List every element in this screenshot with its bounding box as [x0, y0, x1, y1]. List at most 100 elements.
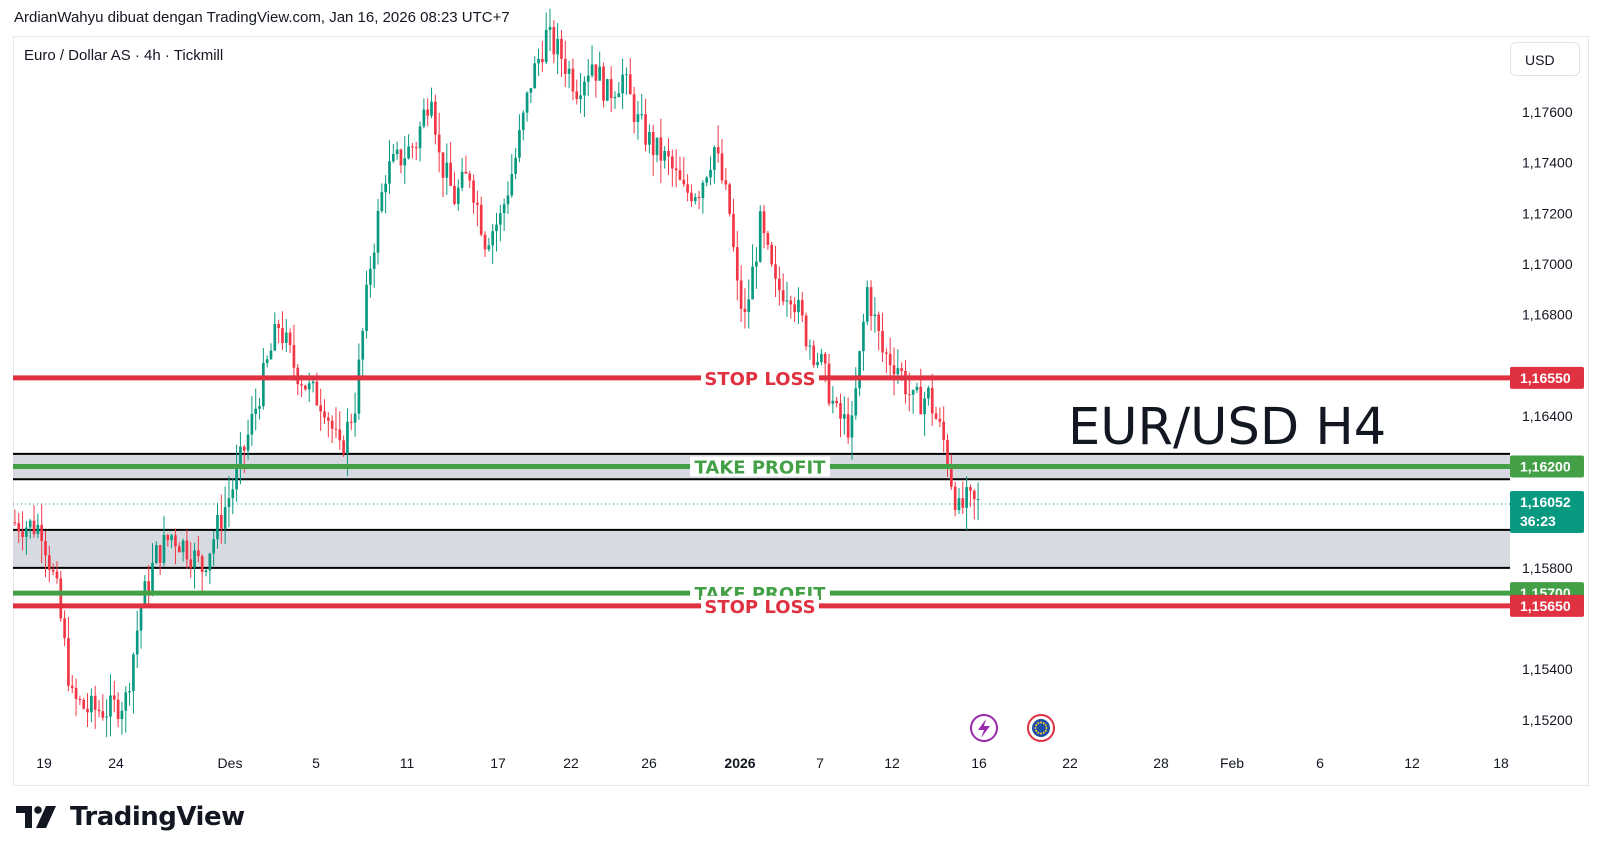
candle: [518, 114, 521, 163]
tradingview-logo[interactable]: TradingView: [16, 802, 245, 832]
candle: [47, 545, 51, 583]
candle-body: [778, 278, 781, 291]
candle-body: [930, 387, 934, 414]
candle: [235, 444, 238, 502]
candle: [965, 476, 968, 531]
time-tick: 16: [971, 755, 987, 771]
candle: [758, 205, 762, 263]
candle: [667, 138, 670, 176]
candle-body: [63, 618, 66, 639]
candle-body: [185, 540, 189, 560]
candle-body: [923, 398, 926, 415]
candle-body: [365, 284, 368, 331]
lightning-event-icon[interactable]: [970, 714, 998, 742]
candle-body: [456, 187, 460, 204]
candle: [747, 279, 751, 329]
candle: [181, 538, 185, 562]
candle: [330, 415, 334, 444]
candle: [495, 212, 498, 252]
candle: [437, 112, 441, 173]
candle-body: [972, 490, 976, 500]
candle-body: [151, 562, 154, 592]
candle-body: [953, 486, 957, 511]
eu-flag-event-icon[interactable]: [1027, 714, 1055, 742]
candle-body: [97, 709, 101, 712]
candle: [632, 86, 636, 134]
candle: [25, 521, 28, 555]
candle-body: [74, 687, 78, 699]
currency-selector[interactable]: USD: [1510, 42, 1580, 76]
candle: [174, 528, 177, 565]
candle: [434, 94, 437, 145]
candle: [724, 168, 728, 191]
candle-body: [319, 405, 323, 412]
candle-body: [521, 112, 525, 131]
candle: [78, 695, 82, 706]
candle: [625, 67, 628, 95]
candle: [227, 476, 231, 528]
candle-body: [246, 434, 250, 451]
candle: [862, 313, 865, 371]
candle-body: [479, 204, 483, 235]
candle: [686, 174, 689, 202]
candle: [51, 563, 55, 576]
candle: [304, 384, 307, 391]
candle-body: [594, 64, 598, 81]
candle-body: [223, 507, 227, 529]
candle-body: [774, 264, 777, 279]
candle: [74, 678, 78, 717]
candle-body: [326, 417, 330, 421]
candle: [158, 544, 162, 576]
time-tick: 24: [108, 755, 124, 771]
candle-body: [502, 204, 506, 214]
candle: [464, 155, 468, 174]
candle-body: [724, 180, 728, 185]
eu-flag-star: [1040, 721, 1042, 724]
candle: [414, 141, 418, 161]
price-tick: 1,17400: [1522, 155, 1573, 171]
price-tick: 1,16800: [1522, 307, 1573, 323]
candle: [246, 419, 250, 460]
time-tick: 22: [563, 755, 579, 771]
time-tick: 2026: [724, 755, 755, 771]
candle-body: [869, 287, 873, 317]
candle: [529, 88, 533, 104]
candle-body: [495, 224, 498, 232]
candle: [820, 348, 823, 366]
candle: [575, 79, 579, 105]
candle: [128, 682, 131, 706]
candle: [778, 266, 781, 306]
candle-body: [208, 553, 212, 571]
candle: [449, 141, 452, 187]
candle-body: [105, 716, 108, 718]
candle-body: [273, 324, 277, 351]
candle: [284, 318, 288, 352]
time-tick: 18: [1493, 755, 1509, 771]
candle: [472, 174, 475, 215]
candle: [732, 198, 735, 252]
take-profit-upper-price-tag-text: 1,16200: [1520, 459, 1571, 475]
candle: [479, 196, 483, 237]
candle: [904, 359, 907, 404]
stop-loss-upper-price-tag-text: 1,16550: [1520, 370, 1571, 386]
time-axis[interactable]: 19 24 Des 5 11 17 22 26 2026 7 12 16 22 28 Feb 6 12 18: [36, 755, 1509, 771]
candle-body: [674, 168, 678, 171]
candle: [445, 143, 449, 195]
candle: [112, 680, 116, 713]
candle-body: [579, 95, 582, 100]
candle: [976, 482, 980, 521]
candle: [774, 245, 777, 298]
symbol-info[interactable]: Euro / Dollar AS · 4h · Tickmill: [24, 47, 224, 64]
time-tick: 17: [490, 755, 506, 771]
candle: [766, 230, 770, 250]
candle: [487, 237, 491, 252]
candle: [277, 319, 280, 344]
candle: [969, 484, 972, 507]
candle: [793, 297, 796, 323]
candle-body: [44, 540, 47, 556]
price-tick: 1,15800: [1522, 560, 1573, 576]
price-axis[interactable]: 1,15200 1,15400 1,15800 1,16400 1,16800 1,170…: [1510, 104, 1584, 728]
stop-loss-upper-label: STOP LOSS: [704, 369, 815, 390]
candle-body: [919, 386, 923, 415]
